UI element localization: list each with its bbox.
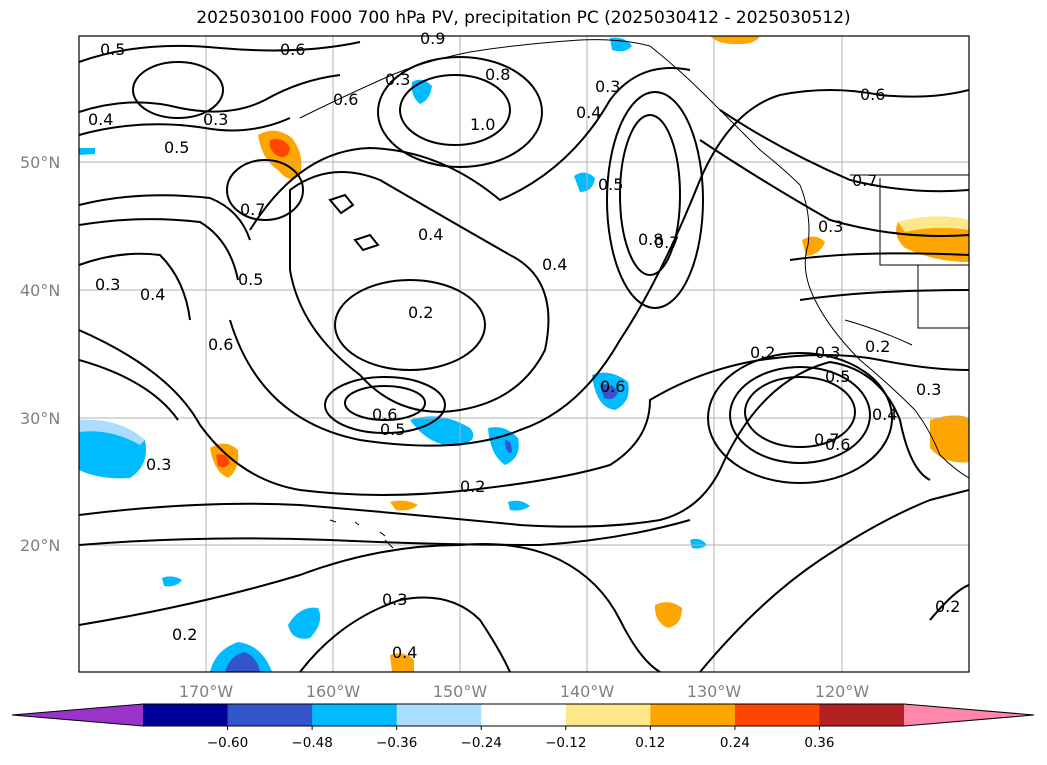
colorbar-tick-label: −0.60 — [207, 735, 248, 751]
lon-label: 160°W — [306, 682, 361, 701]
contour-label: 0.6 — [860, 85, 885, 104]
contour-label: 0.4 — [542, 255, 567, 274]
contour-label: 0.4 — [872, 405, 897, 424]
precip-shading — [79, 36, 969, 672]
contour-label: 0.5 — [380, 420, 405, 439]
colorbar: −0.60 −0.48 −0.36 −0.24 −0.12 0.12 0.24 0.36 — [11, 703, 1035, 751]
lon-label: 130°W — [687, 682, 742, 701]
contour-label: 0.6 — [280, 40, 305, 59]
contour-label: 0.3 — [385, 70, 410, 89]
contour-label: 0.6 — [372, 405, 397, 424]
contour-label: 0.3 — [818, 217, 843, 236]
contour-label: 1.0 — [470, 115, 495, 134]
contour-label: 0.2 — [750, 343, 775, 362]
contour-label: 0.6 — [333, 90, 358, 109]
colorbar-tick-label: −0.12 — [545, 735, 586, 751]
contour-label: 0.5 — [100, 40, 125, 59]
contour-label: 0.3 — [916, 380, 941, 399]
colorbar-outline — [11, 703, 1035, 727]
colorbar-tick-label: −0.48 — [291, 735, 332, 751]
colorbar-tick-label: 0.12 — [635, 735, 665, 751]
lon-label: 120°W — [815, 682, 870, 701]
contour-label: 0.4 — [392, 643, 417, 662]
latitude-labels: 50°N 40°N 30°N 20°N — [20, 153, 60, 555]
contour-label: 0.2 — [172, 625, 197, 644]
contour-label: 0.2 — [460, 477, 485, 496]
map-frame — [78, 35, 970, 673]
contour-label: 0.4 — [88, 110, 113, 129]
colorbar-tick-label: −0.24 — [461, 735, 502, 751]
contour-label: 0.2 — [935, 597, 960, 616]
pv-contours — [79, 41, 969, 672]
colorbar-tick-label: 0.24 — [720, 735, 750, 751]
contour-label: 0.3 — [382, 590, 407, 609]
contour-label: 0.5 — [598, 175, 623, 194]
colorbar-swatch — [143, 704, 229, 726]
lat-label: 20°N — [20, 536, 60, 555]
contour-label: 0.6 — [600, 377, 625, 396]
lon-label: 170°W — [179, 682, 234, 701]
colorbar-tick-label: −0.36 — [376, 735, 417, 751]
colorbar-swatch — [481, 704, 567, 726]
contour-label: 0.3 — [815, 343, 840, 362]
contour-label: 0.3 — [595, 77, 620, 96]
contour-label: 0.3 — [95, 275, 120, 294]
longitude-labels: 170°W 160°W 150°W 140°W 130°W 120°W — [179, 682, 870, 701]
contour-label: 0.7 — [852, 171, 877, 190]
colorbar-extend-min — [12, 704, 143, 726]
lat-label: 40°N — [20, 281, 60, 300]
lon-label: 140°W — [560, 682, 615, 701]
map-title: 2025030100 F000 700 hPa PV, precipitatio… — [196, 8, 851, 28]
contour-label: 0.6 — [208, 335, 233, 354]
contour-label: 0.2 — [408, 303, 433, 322]
colorbar-swatch — [819, 704, 905, 726]
coastlines — [299, 39, 969, 549]
lon-label: 150°W — [433, 682, 488, 701]
colorbar-swatch — [565, 704, 651, 726]
colorbar-swatch — [227, 704, 313, 726]
contour-label: 0.8 — [485, 65, 510, 84]
contour-label: 0.8 — [638, 230, 663, 249]
contour-label: 0.2 — [865, 337, 890, 356]
contour-label: 0.7 — [654, 233, 679, 252]
colorbar-swatch — [396, 704, 482, 726]
colorbar-extend-max — [904, 704, 1034, 726]
colorbar-swatch — [734, 704, 820, 726]
contour-label: 0.4 — [576, 103, 601, 122]
contour-label: 0.4 — [140, 285, 165, 304]
contour-labels: 0.5 0.6 0.9 0.8 0.3 0.4 0.6 0.3 0.4 1.0 … — [88, 29, 960, 662]
colorbar-swatch — [650, 704, 736, 726]
contour-label: 0.3 — [146, 455, 171, 474]
colorbar-swatch — [312, 704, 398, 726]
contour-label: 0.9 — [420, 29, 445, 48]
contour-label: 0.6 — [825, 435, 850, 454]
lat-label: 30°N — [20, 409, 60, 428]
colorbar-tick-label: 0.36 — [804, 735, 834, 751]
contour-label: 0.4 — [418, 225, 443, 244]
contour-label: 0.7 — [814, 430, 839, 449]
contour-label: 0.7 — [240, 200, 265, 219]
contour-label: 0.3 — [203, 110, 228, 129]
lat-label: 50°N — [20, 153, 60, 172]
contour-label: 0.5 — [238, 270, 263, 289]
contour-label: 0.5 — [825, 367, 850, 386]
contour-label: 0.5 — [164, 138, 189, 157]
